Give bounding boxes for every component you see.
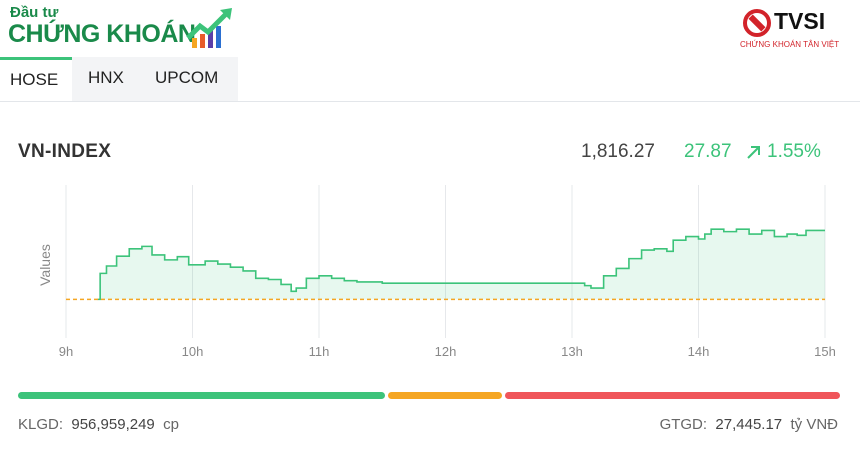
logo-dau-tu-chung-khoan: Đầu tư CHỨNG KHOÁN xyxy=(8,4,238,50)
value-label: GTGD: xyxy=(659,416,708,433)
price-area xyxy=(97,229,825,300)
x-tick-label: 13h xyxy=(561,344,583,359)
brand-subtitle: CHỨNG KHOÁN TÂN VIỆT xyxy=(740,40,840,49)
index-price: 1,816.27 xyxy=(581,141,655,162)
x-tick-label: 11h xyxy=(309,344,330,359)
unchanged-bar xyxy=(388,392,503,399)
logo-big-text: CHỨNG KHOÁN xyxy=(8,20,196,48)
index-name: VN-INDEX xyxy=(18,141,112,162)
x-tick-label: 10h xyxy=(182,344,204,359)
decline-bar xyxy=(505,392,840,399)
arrow-up-right-icon xyxy=(747,146,760,159)
intraday-chart: 9h 10h 11h 12h 13h 14h 15h Values xyxy=(37,185,836,359)
x-tick-label: 15h xyxy=(814,344,836,359)
volume-label: KLGD: xyxy=(18,416,64,433)
tab-upcom[interactable]: UPCOM xyxy=(155,68,219,87)
volume-unit: cp xyxy=(163,416,179,433)
value-value: 27,445.17 xyxy=(715,416,783,433)
x-tick-label: 12h xyxy=(435,344,457,359)
logo-tvsi: TVSI CHỨNG KHOÁN TÂN VIỆT xyxy=(740,8,850,54)
index-change: 27.87 xyxy=(684,141,732,162)
x-axis-ticks: 9h 10h 11h 12h 13h 14h 15h xyxy=(59,344,836,359)
volume-value: 956,959,249 xyxy=(71,416,155,433)
advance-bar xyxy=(18,392,386,399)
value-stat: GTGD: 27,445.17 tỷ VNĐ xyxy=(660,416,838,433)
chart-grid xyxy=(65,185,826,338)
x-tick-label: 14h xyxy=(688,344,710,359)
growth-chart-icon xyxy=(186,8,232,48)
brand-name: TVSI xyxy=(774,8,826,34)
y-axis-label: Values xyxy=(37,244,53,286)
exchange-tabs: HOSE HNX UPCOM xyxy=(0,57,238,102)
value-unit: tỷ VNĐ xyxy=(790,416,838,433)
index-percent: 1.55% xyxy=(767,141,821,162)
price-line xyxy=(97,228,825,301)
logo-small-text: Đầu tư xyxy=(10,4,59,21)
volume-stat: KLGD: 956,959,249 cp xyxy=(18,416,179,433)
tabs-divider xyxy=(0,101,860,102)
tab-hnx[interactable]: HNX xyxy=(88,68,124,87)
tvsi-emblem-icon xyxy=(743,9,771,37)
tab-hose[interactable]: HOSE xyxy=(0,57,72,102)
x-tick-label: 9h xyxy=(59,344,73,359)
